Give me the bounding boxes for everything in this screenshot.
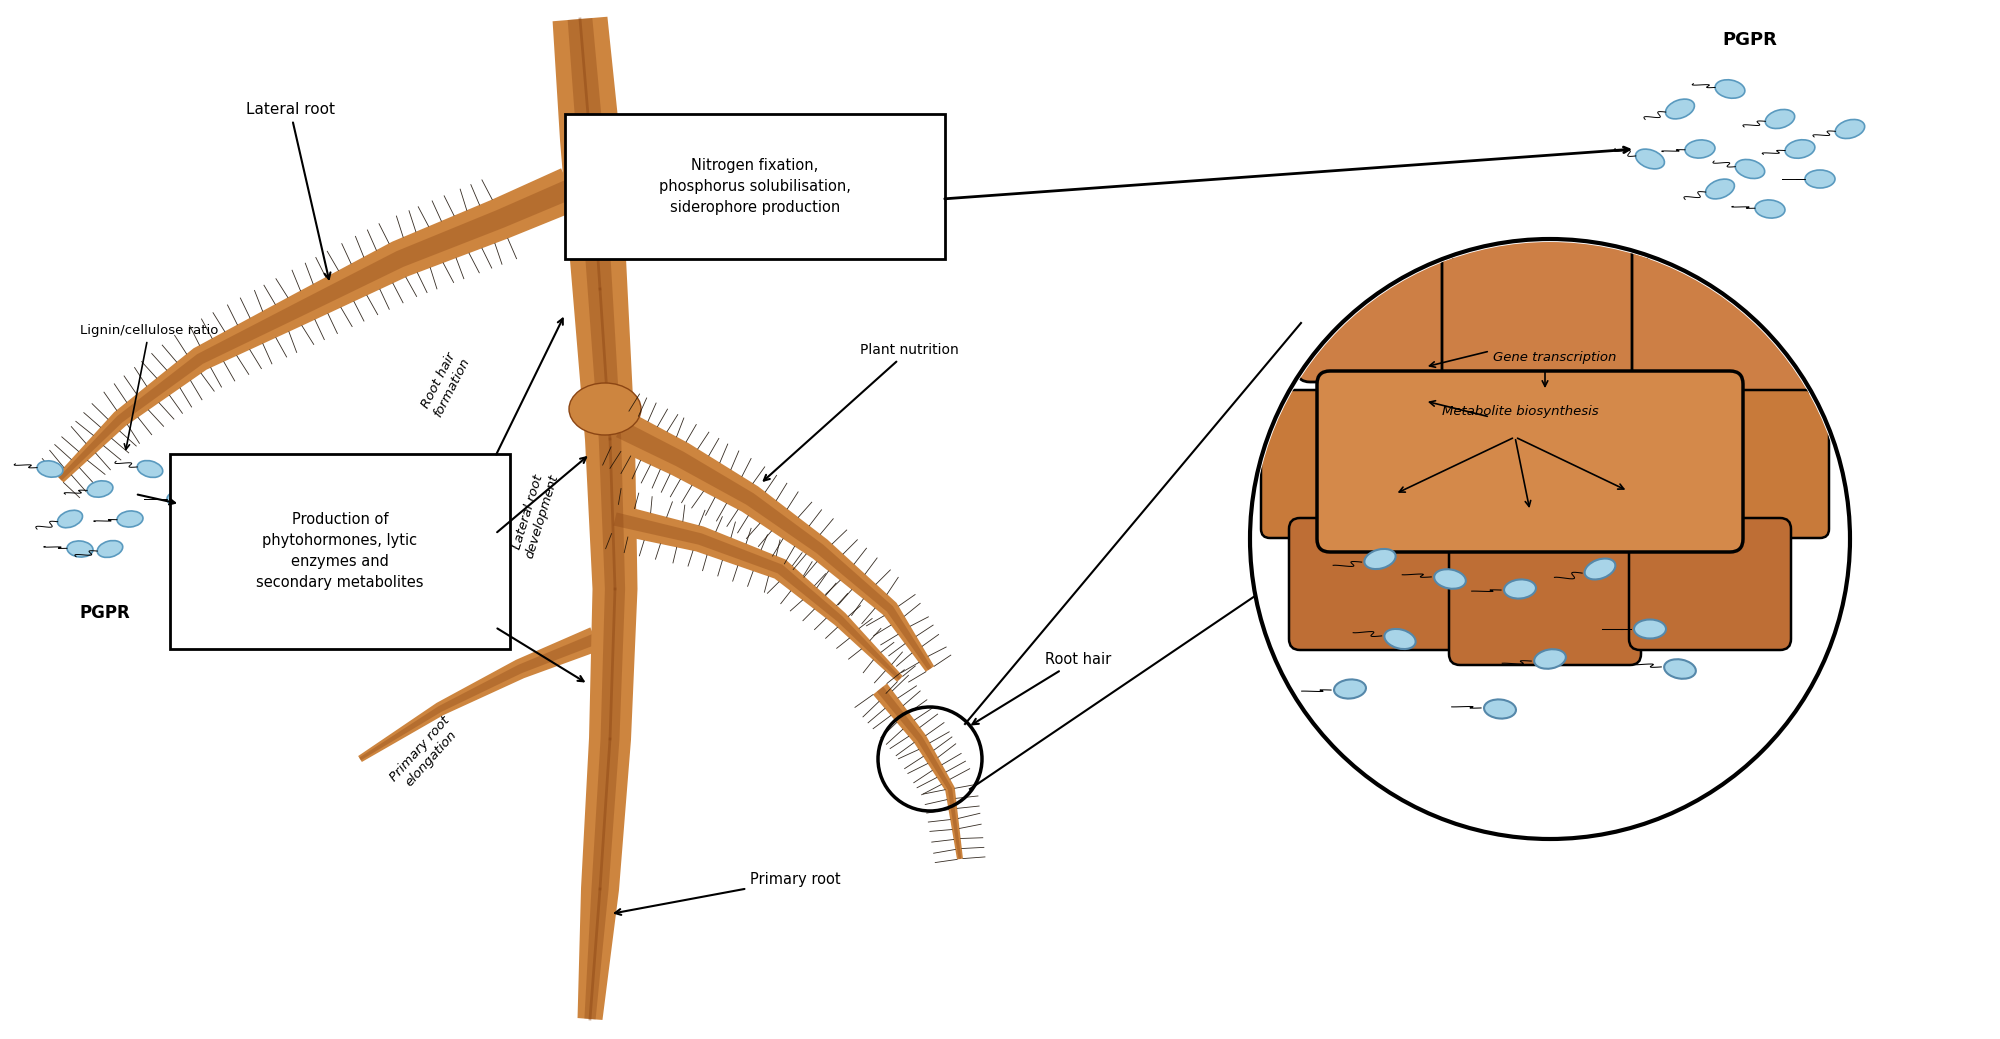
- Text: Nitrogen fixation,
phosphorus solubilisation,
siderophore production: Nitrogen fixation, phosphorus solubilisa…: [660, 158, 850, 214]
- Ellipse shape: [118, 511, 142, 527]
- Polygon shape: [616, 421, 932, 670]
- Polygon shape: [56, 168, 578, 482]
- Text: Primary root
elongation: Primary root elongation: [386, 714, 464, 794]
- FancyBboxPatch shape: [1262, 390, 1344, 538]
- Ellipse shape: [68, 541, 92, 557]
- Ellipse shape: [58, 510, 82, 528]
- Ellipse shape: [138, 460, 162, 478]
- Ellipse shape: [1636, 150, 1664, 169]
- Ellipse shape: [1716, 80, 1744, 99]
- Text: Metabolite biosynthesis: Metabolite biosynthesis: [1442, 404, 1598, 418]
- Polygon shape: [360, 634, 598, 761]
- Ellipse shape: [1804, 170, 1836, 188]
- Ellipse shape: [1484, 699, 1516, 719]
- FancyBboxPatch shape: [1712, 390, 1828, 538]
- FancyBboxPatch shape: [170, 454, 510, 649]
- Ellipse shape: [88, 481, 112, 498]
- Ellipse shape: [1534, 649, 1566, 669]
- Ellipse shape: [1364, 549, 1396, 569]
- FancyBboxPatch shape: [1448, 523, 1640, 665]
- Text: Primary root: Primary root: [616, 872, 840, 915]
- Ellipse shape: [1634, 619, 1666, 639]
- Polygon shape: [876, 687, 962, 859]
- Text: Production of
phytohormones, lytic
enzymes and
secondary metabolites: Production of phytohormones, lytic enzym…: [256, 512, 424, 590]
- Ellipse shape: [1664, 659, 1696, 678]
- Ellipse shape: [1334, 680, 1366, 698]
- Text: Lignin/cellulose ratio: Lignin/cellulose ratio: [80, 324, 218, 450]
- Text: PGPR: PGPR: [80, 604, 130, 622]
- Polygon shape: [58, 180, 574, 481]
- Ellipse shape: [1736, 159, 1764, 179]
- Ellipse shape: [1686, 140, 1714, 158]
- Text: Root hair: Root hair: [972, 652, 1112, 724]
- Ellipse shape: [570, 383, 640, 435]
- Ellipse shape: [1836, 119, 1864, 138]
- Polygon shape: [612, 504, 902, 682]
- Text: Lateral root
development: Lateral root development: [508, 469, 562, 560]
- Polygon shape: [358, 628, 600, 762]
- Ellipse shape: [1756, 199, 1784, 218]
- Ellipse shape: [1584, 559, 1616, 580]
- Ellipse shape: [1504, 580, 1536, 598]
- FancyBboxPatch shape: [1296, 206, 1452, 382]
- FancyBboxPatch shape: [566, 114, 946, 259]
- Ellipse shape: [1384, 629, 1416, 649]
- Circle shape: [1250, 239, 1850, 840]
- Ellipse shape: [1786, 140, 1814, 158]
- FancyBboxPatch shape: [1288, 518, 1462, 650]
- Text: Plant nutrition: Plant nutrition: [764, 343, 958, 481]
- Polygon shape: [612, 411, 934, 672]
- FancyBboxPatch shape: [1632, 206, 1808, 402]
- Polygon shape: [568, 18, 626, 1019]
- Ellipse shape: [1766, 109, 1794, 129]
- FancyBboxPatch shape: [1316, 371, 1744, 552]
- Ellipse shape: [1666, 99, 1694, 118]
- Polygon shape: [872, 684, 962, 859]
- Polygon shape: [552, 17, 638, 1020]
- Ellipse shape: [1706, 179, 1734, 198]
- Text: Gene transcription: Gene transcription: [1494, 350, 1616, 364]
- Text: Lateral root: Lateral root: [246, 102, 334, 279]
- Ellipse shape: [1434, 569, 1466, 589]
- Ellipse shape: [168, 491, 192, 507]
- Ellipse shape: [98, 540, 122, 558]
- FancyBboxPatch shape: [1442, 206, 1648, 402]
- Text: Root hair
formation: Root hair formation: [418, 349, 472, 419]
- Ellipse shape: [38, 461, 62, 477]
- FancyBboxPatch shape: [1628, 518, 1792, 650]
- Polygon shape: [614, 512, 902, 681]
- Text: PGPR: PGPR: [1722, 31, 1778, 49]
